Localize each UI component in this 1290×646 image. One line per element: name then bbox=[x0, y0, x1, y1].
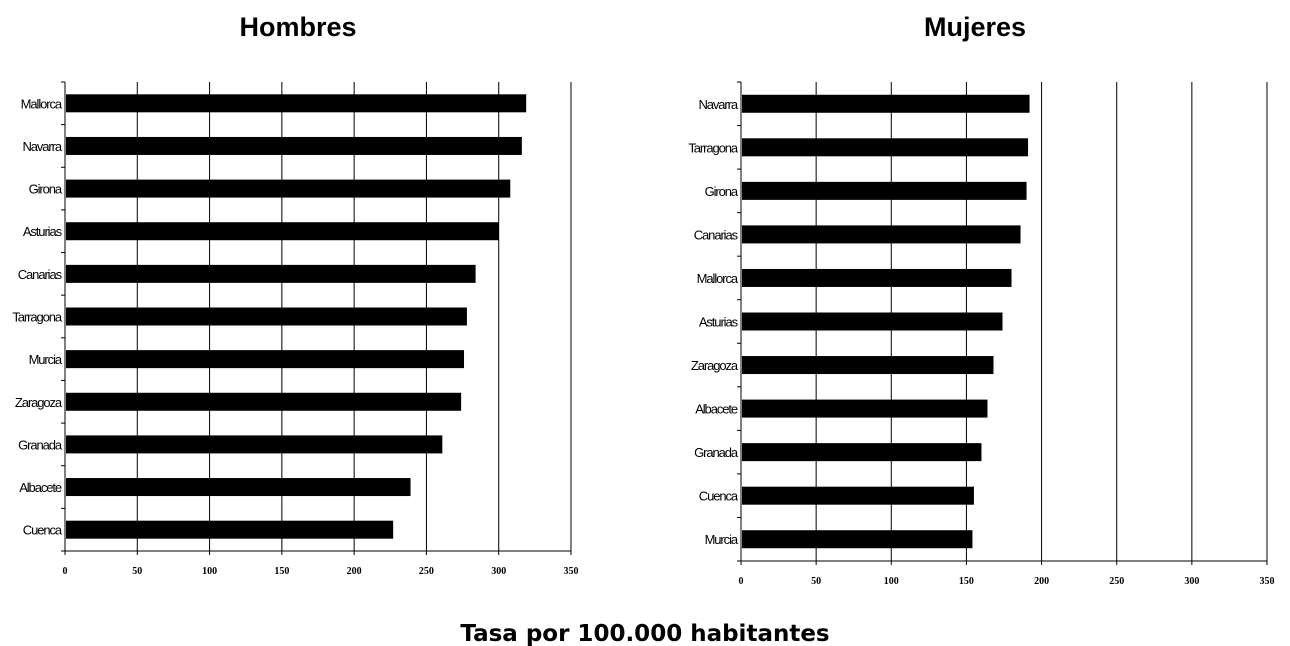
category-label: Cuenca bbox=[23, 523, 63, 538]
bar bbox=[66, 435, 443, 454]
category-label: Asturias bbox=[699, 315, 739, 330]
x-tick-label: 100 bbox=[202, 566, 217, 577]
x-tick-label: 300 bbox=[1184, 576, 1199, 587]
bar bbox=[742, 138, 1029, 157]
x-tick-label: 200 bbox=[347, 566, 362, 577]
category-label: Albacete bbox=[19, 480, 62, 495]
x-tick-label: 0 bbox=[63, 566, 68, 577]
category-label: Asturias bbox=[23, 224, 63, 239]
category-label: Granada bbox=[18, 437, 63, 452]
category-label: Tarragona bbox=[688, 140, 739, 155]
bar bbox=[66, 136, 522, 155]
category-label: Navarra bbox=[22, 139, 62, 154]
x-tick-label: 350 bbox=[1260, 576, 1275, 587]
bar bbox=[742, 530, 973, 549]
bar bbox=[742, 399, 988, 418]
bar bbox=[742, 312, 1003, 331]
x-tick-label: 50 bbox=[132, 566, 142, 577]
bar bbox=[66, 94, 527, 113]
bar bbox=[66, 307, 467, 326]
category-label: Tarragona bbox=[12, 310, 63, 325]
bar bbox=[66, 520, 394, 539]
x-tick-label: 50 bbox=[811, 576, 821, 587]
bar bbox=[66, 222, 499, 241]
bar bbox=[742, 486, 974, 505]
bar bbox=[742, 225, 1021, 244]
bar bbox=[742, 94, 1030, 113]
x-tick-label: 250 bbox=[1109, 576, 1124, 587]
chart-panel-mujeres: 0 50 100 150 200 250 300 350 Navarra Tarragona Gir… bbox=[688, 81, 1275, 587]
bar bbox=[66, 392, 462, 411]
chart-title-mujeres: Mujeres bbox=[924, 12, 1026, 42]
chart-title-hombres: Hombres bbox=[239, 12, 356, 42]
bar bbox=[66, 179, 511, 198]
category-label: Cuenca bbox=[699, 489, 739, 504]
x-tick-label: 150 bbox=[959, 576, 974, 587]
category-label: Girona bbox=[705, 184, 739, 199]
bar bbox=[66, 478, 411, 497]
category-label: Girona bbox=[29, 182, 63, 197]
x-tick-label: 150 bbox=[274, 566, 289, 577]
bar bbox=[742, 356, 994, 375]
x-tick-label: 350 bbox=[564, 566, 579, 577]
bar bbox=[66, 350, 465, 369]
bar bbox=[742, 181, 1027, 200]
chart-panel-hombres: 0 50 100 150 200 250 300 350 Mallorca Navarra Giro… bbox=[12, 81, 579, 577]
x-tick-label: 200 bbox=[1034, 576, 1049, 587]
category-label: Canarias bbox=[18, 267, 63, 282]
category-label: Mallorca bbox=[697, 271, 739, 286]
x-tick-label: 250 bbox=[419, 566, 434, 577]
bar bbox=[742, 268, 1012, 287]
category-label: Murcia bbox=[29, 352, 63, 367]
bar bbox=[742, 443, 982, 462]
category-label: Navarra bbox=[698, 97, 738, 112]
category-label: Canarias bbox=[694, 227, 739, 242]
bar bbox=[66, 264, 476, 283]
category-label: Granada bbox=[694, 445, 739, 460]
x-tick-label: 100 bbox=[884, 576, 899, 587]
category-label: Albacete bbox=[695, 402, 738, 417]
x-tick-label: 0 bbox=[739, 576, 744, 587]
x-tick-label: 300 bbox=[491, 566, 506, 577]
category-label: Mallorca bbox=[21, 96, 63, 111]
category-label: Zaragoza bbox=[15, 395, 63, 410]
x-axis-label: Tasa por 100.000 habitantes bbox=[460, 621, 829, 646]
category-label: Murcia bbox=[705, 532, 739, 547]
category-label: Zaragoza bbox=[691, 358, 739, 373]
